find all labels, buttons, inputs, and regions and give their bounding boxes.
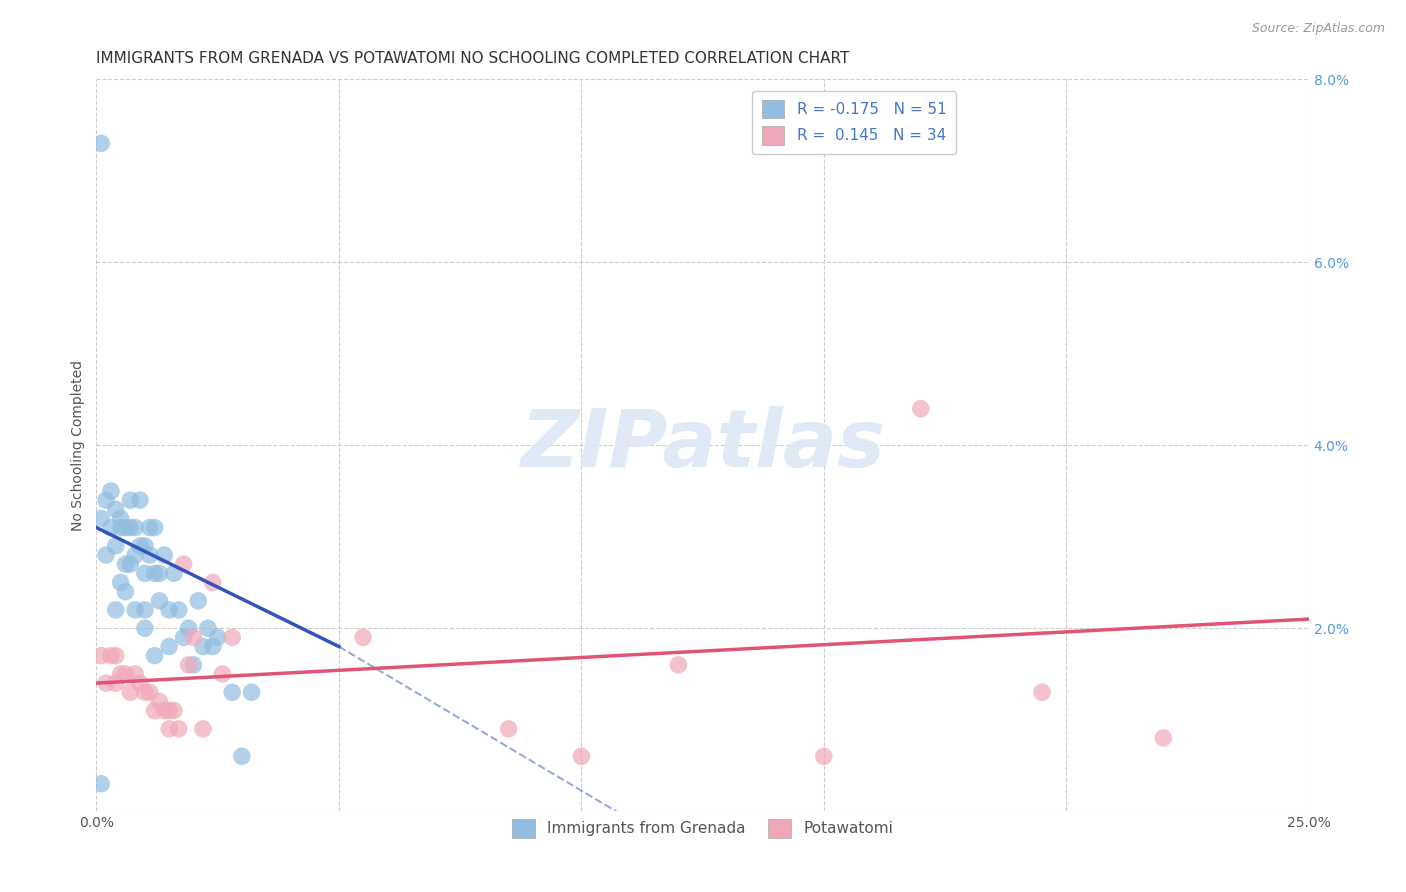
Point xyxy=(100,648,122,663)
Point xyxy=(124,603,146,617)
Point xyxy=(134,603,156,617)
Point xyxy=(134,685,156,699)
Point xyxy=(201,640,224,654)
Point xyxy=(120,557,142,571)
Point xyxy=(167,722,190,736)
Point xyxy=(498,722,520,736)
Point xyxy=(94,493,117,508)
Point xyxy=(187,594,209,608)
Point xyxy=(120,520,142,534)
Point xyxy=(124,548,146,562)
Point xyxy=(104,603,127,617)
Point xyxy=(134,621,156,635)
Point xyxy=(138,685,160,699)
Point xyxy=(120,493,142,508)
Point xyxy=(197,621,219,635)
Point xyxy=(94,548,117,562)
Point xyxy=(104,676,127,690)
Point xyxy=(90,511,112,525)
Point xyxy=(177,621,200,635)
Point xyxy=(94,676,117,690)
Y-axis label: No Schooling Completed: No Schooling Completed xyxy=(72,359,86,531)
Point xyxy=(173,557,195,571)
Point xyxy=(207,631,229,645)
Point xyxy=(1152,731,1174,745)
Point xyxy=(157,640,180,654)
Point xyxy=(183,657,205,672)
Point xyxy=(114,520,136,534)
Point xyxy=(129,539,152,553)
Point xyxy=(177,657,200,672)
Point xyxy=(148,594,170,608)
Text: Source: ZipAtlas.com: Source: ZipAtlas.com xyxy=(1251,22,1385,36)
Point xyxy=(148,694,170,708)
Point xyxy=(100,483,122,498)
Point xyxy=(143,704,166,718)
Point xyxy=(163,704,186,718)
Point xyxy=(1031,685,1053,699)
Point xyxy=(100,520,122,534)
Point xyxy=(110,667,132,681)
Point xyxy=(211,667,233,681)
Point xyxy=(138,548,160,562)
Point xyxy=(143,520,166,534)
Point xyxy=(129,676,152,690)
Point xyxy=(569,749,592,764)
Point xyxy=(167,603,190,617)
Point xyxy=(240,685,263,699)
Point xyxy=(124,520,146,534)
Point xyxy=(157,704,180,718)
Point xyxy=(813,749,835,764)
Point xyxy=(124,667,146,681)
Point xyxy=(104,502,127,516)
Legend: Immigrants from Grenada, Potawatomi: Immigrants from Grenada, Potawatomi xyxy=(506,813,900,844)
Point xyxy=(114,584,136,599)
Point xyxy=(134,566,156,581)
Point xyxy=(120,685,142,699)
Text: ZIPatlas: ZIPatlas xyxy=(520,406,886,484)
Point xyxy=(143,566,166,581)
Text: IMMIGRANTS FROM GRENADA VS POTAWATOMI NO SCHOOLING COMPLETED CORRELATION CHART: IMMIGRANTS FROM GRENADA VS POTAWATOMI NO… xyxy=(97,51,849,66)
Point xyxy=(910,401,932,416)
Point xyxy=(90,648,112,663)
Point xyxy=(90,136,112,151)
Point xyxy=(157,603,180,617)
Point xyxy=(143,648,166,663)
Point xyxy=(163,566,186,581)
Point xyxy=(153,704,176,718)
Point xyxy=(114,557,136,571)
Point xyxy=(201,575,224,590)
Point xyxy=(110,575,132,590)
Point xyxy=(138,520,160,534)
Point xyxy=(221,685,243,699)
Point xyxy=(173,631,195,645)
Point xyxy=(153,548,176,562)
Point xyxy=(104,539,127,553)
Point xyxy=(183,631,205,645)
Point xyxy=(134,539,156,553)
Point xyxy=(104,648,127,663)
Point xyxy=(352,631,374,645)
Point xyxy=(110,520,132,534)
Point xyxy=(114,667,136,681)
Point xyxy=(666,657,689,672)
Point xyxy=(191,640,214,654)
Point xyxy=(221,631,243,645)
Point xyxy=(231,749,253,764)
Point xyxy=(129,493,152,508)
Point xyxy=(191,722,214,736)
Point xyxy=(157,722,180,736)
Point xyxy=(110,511,132,525)
Point xyxy=(148,566,170,581)
Point xyxy=(90,777,112,791)
